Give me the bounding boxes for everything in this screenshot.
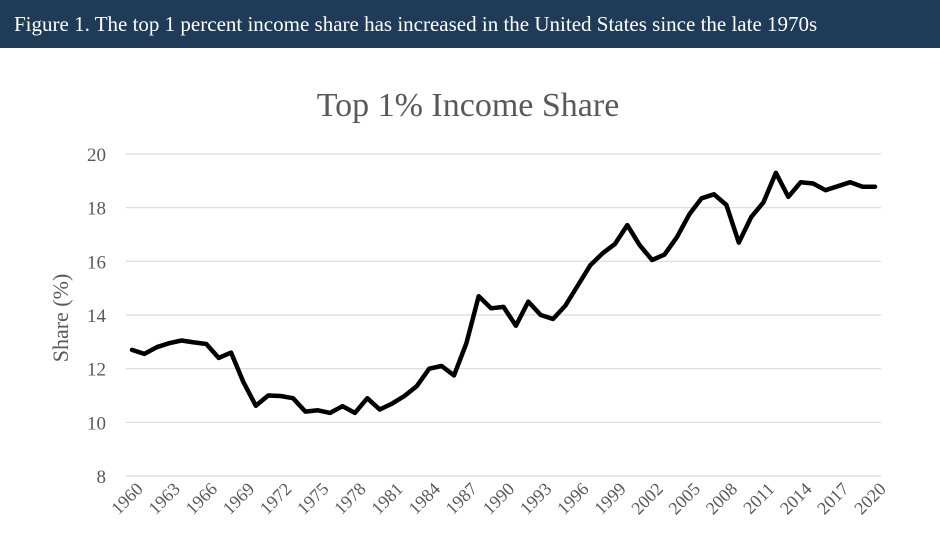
y-tick-label: 14	[87, 306, 107, 327]
series-line-0	[129, 170, 878, 416]
x-tick-label: 2017	[813, 479, 853, 519]
y-tick-label: 20	[87, 145, 106, 166]
x-tick-label: 1981	[367, 479, 407, 519]
y-tick-label: 16	[87, 252, 106, 273]
x-tick-label: 1975	[293, 479, 333, 519]
y-axis-label: Share (%)	[48, 274, 73, 363]
x-tick-label: 1999	[590, 479, 630, 519]
series-group	[129, 170, 878, 416]
line-chart: Top 1% Income Share Share (%) 8 10 12 14 16 1…	[48, 87, 890, 519]
x-tick-label: 1978	[330, 479, 370, 519]
x-tick-label: 2020	[850, 479, 890, 519]
x-tick-label: 2014	[776, 479, 816, 519]
x-tick-label: 1993	[516, 479, 556, 519]
y-tick-label: 12	[87, 360, 106, 381]
x-tick-label: 2005	[664, 479, 704, 519]
chart-title: Top 1% Income Share	[317, 87, 620, 124]
y-tick-label: 18	[87, 199, 106, 220]
figure-caption-banner: Figure 1. The top 1 percent income share…	[0, 0, 940, 48]
x-tick-label: 1990	[479, 479, 519, 519]
figure-caption: Figure 1. The top 1 percent income share…	[14, 12, 818, 36]
x-tick-label: 1966	[182, 479, 222, 519]
x-tick-label: 1987	[442, 479, 482, 519]
x-tick-label: 2008	[702, 479, 742, 519]
y-tick-label: 10	[87, 413, 106, 434]
x-tick-label: 2011	[739, 479, 778, 518]
y-axis-ticks: 8 10 12 14 16 18 20	[87, 145, 107, 488]
x-tick-label: 2002	[627, 479, 667, 519]
x-tick-label: 1960	[107, 479, 147, 519]
x-tick-label: 1996	[553, 479, 593, 519]
chart-container: Top 1% Income Share Share (%) 8 10 12 14 16 1…	[0, 48, 940, 544]
y-tick-label: 8	[97, 467, 107, 488]
x-axis-ticks: 1960196319661969197219751978198119841987…	[107, 479, 890, 519]
x-tick-label: 1969	[219, 479, 259, 519]
x-tick-label: 1963	[144, 479, 184, 519]
x-tick-label: 1984	[404, 479, 444, 519]
x-tick-label: 1972	[256, 479, 296, 519]
gridlines	[126, 153, 881, 477]
